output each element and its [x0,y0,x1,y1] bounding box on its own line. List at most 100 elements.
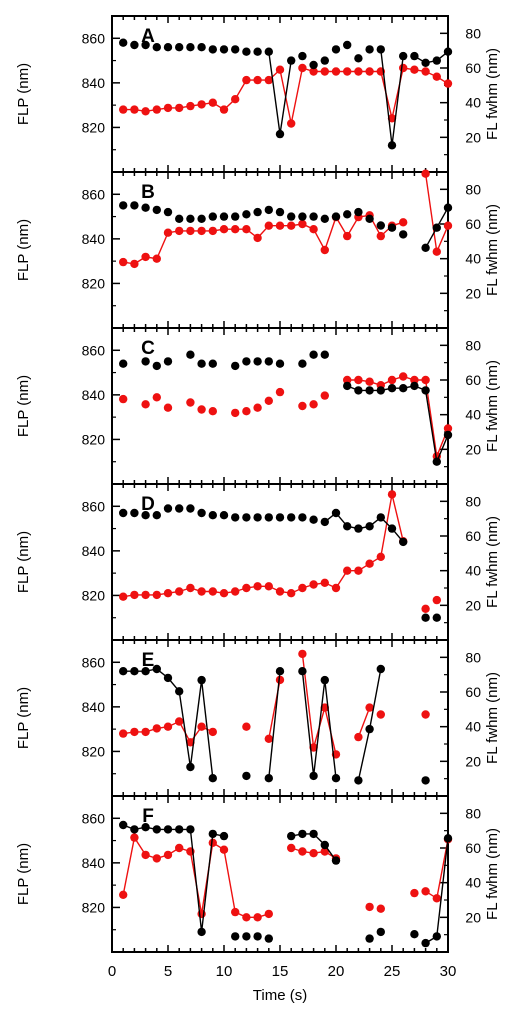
black-series-point [309,829,318,839]
y-left-tick-label: 860 [82,30,106,46]
black-series-point [275,359,285,368]
panel-label: F [142,806,154,827]
red-series-point [376,552,385,561]
red-series-point [253,582,262,591]
red-series-point [186,226,195,236]
y-right-tick-label: 80 [465,25,481,41]
black-series-point [253,513,262,522]
black-series-point [119,667,128,676]
black-series-point [331,774,341,783]
y-right-tick-label: 20 [465,909,481,925]
x-tick-label: 30 [440,963,457,980]
y-left-axis-label: FLP (nm) [15,63,32,125]
black-series-point [298,212,307,221]
black-series-point [219,831,229,841]
red-series-point [275,675,285,685]
black-series-point [432,613,441,622]
red-series-point [242,225,251,234]
panel-label: E [142,650,155,671]
y-right-tick-label: 20 [465,753,481,769]
black-series-point [421,776,430,785]
black-series-point [242,513,251,522]
black-series-point [410,930,419,939]
red-series-point [298,63,307,73]
black-series-point [275,667,285,676]
black-series-point [152,205,161,215]
red-series-point [320,67,329,76]
y-left-tick-label: 840 [82,75,106,91]
red-series-point [163,403,173,412]
red-series-point [208,727,217,737]
red-series-point [320,391,329,400]
red-series-point [130,727,139,737]
y-left-tick-label: 820 [82,431,106,447]
black-series-point [163,673,173,683]
black-series-point [242,210,251,219]
y-left-tick-label: 860 [82,654,106,670]
black-series-line [301,671,337,779]
black-series-point [399,384,408,393]
red-series-point [231,907,240,917]
black-series-line [380,49,404,146]
red-series-line [357,707,371,738]
y-right-tick-label: 80 [465,493,481,509]
x-tick-label: 20 [328,963,345,980]
black-series-point [197,43,206,52]
black-series-point [264,205,273,215]
red-series-point [309,400,318,409]
black-series-point [387,141,397,150]
y-left-axis-label: FLP (nm) [15,375,32,437]
red-series-point [354,732,363,742]
red-series-point [197,722,206,731]
y-right-tick-label: 40 [465,407,481,423]
panel-frame [111,171,449,329]
black-series-point [387,524,397,533]
red-series-point [175,717,184,726]
red-series-point [354,375,363,385]
black-series-point [421,243,430,252]
y-right-tick-label: 20 [465,597,481,613]
black-series-point [365,934,374,943]
x-tick-label: 5 [164,963,172,980]
y-right-axis-label: FL fwhm (nm) [484,516,501,608]
black-series-point [163,825,173,834]
black-series-point [130,40,139,50]
red-series-point [354,566,363,575]
red-series-point [309,67,318,76]
black-series-point [309,212,318,221]
black-series-point [275,513,285,522]
red-series-point [197,405,206,414]
red-series-line [347,375,449,459]
black-series-point [186,825,195,834]
red-series-point [197,100,206,109]
red-series-point [141,850,150,860]
black-series-point [443,430,453,440]
black-series-point [320,350,329,359]
black-series-point [152,825,161,834]
red-series-point [186,583,195,593]
black-series-point [119,38,128,47]
y-right-tick-label: 20 [465,129,481,145]
black-series-point [376,664,385,674]
y-right-tick-label: 20 [465,285,481,301]
y-right-tick-label: 40 [465,95,481,111]
black-series-point [231,45,240,54]
red-series-point [253,913,262,922]
black-series-point [130,825,139,834]
black-series-point [376,513,385,522]
black-series-point [119,359,128,368]
y-right-tick-label: 60 [465,840,481,856]
black-series-point [141,40,150,50]
red-series-point [365,559,374,568]
y-right-axis-label: FL fwhm (nm) [484,360,501,452]
red-series-point [298,219,307,229]
red-series-point [130,833,139,842]
panel-e: 820 840 860 20 40 60 80 FLP (nm) FL fwhm (nm) E [15,639,501,797]
black-series-point [231,932,240,941]
panel-f: 820 840 860 20 40 60 80 FLP (nm) FL fwhm (nm) F [15,795,501,953]
red-series-point [242,407,251,416]
panel-label: C [141,338,155,359]
red-series-point [343,231,352,241]
black-series-point [186,214,195,223]
